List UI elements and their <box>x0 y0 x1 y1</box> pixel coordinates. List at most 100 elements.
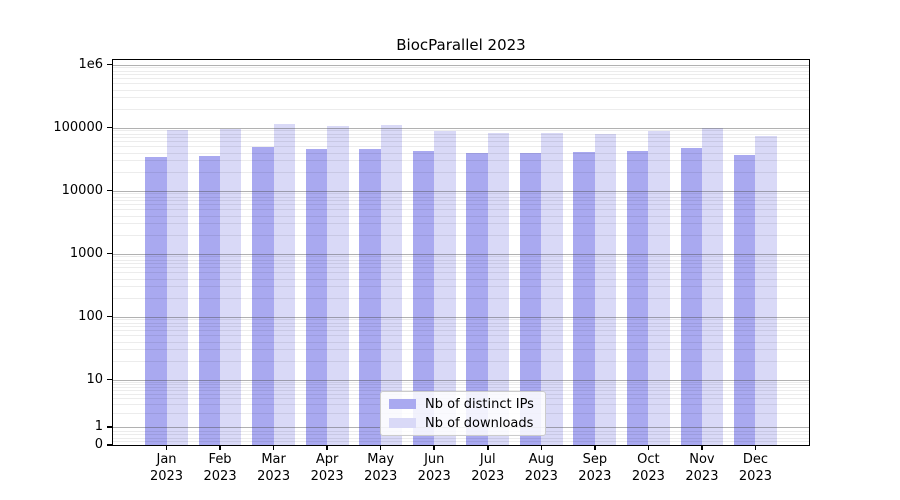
minor-gridline <box>113 297 809 299</box>
bar-distinct-ips <box>145 157 167 445</box>
minor-gridline <box>113 97 809 99</box>
x-tick-year: 2023 <box>257 469 291 484</box>
x-tick-year: 2023 <box>738 469 772 484</box>
minor-gridline <box>113 196 809 198</box>
minor-gridline <box>113 215 809 217</box>
minor-gridline <box>113 74 809 76</box>
bar-downloads <box>487 133 510 445</box>
minor-gridline <box>113 67 809 69</box>
minor-gridline <box>113 319 809 321</box>
x-tick-year: 2023 <box>685 469 719 484</box>
x-tick-label: Mar 2023 <box>234 451 314 485</box>
bar-distinct-ips <box>519 153 542 445</box>
bar-distinct-ips <box>359 148 381 445</box>
bar-downloads <box>220 128 242 445</box>
x-tick-month: Apr <box>315 452 339 467</box>
y-tick-mark <box>107 126 112 129</box>
bar-downloads <box>273 124 296 445</box>
minor-gridline <box>113 384 809 386</box>
x-tick-label: Feb 2023 <box>180 451 260 485</box>
minor-gridline <box>113 272 809 274</box>
x-tick-mark <box>326 446 328 450</box>
minor-gridline <box>113 160 809 162</box>
minor-gridline <box>113 200 809 202</box>
x-tick-year: 2023 <box>578 469 612 484</box>
y-tick-mark <box>107 189 112 192</box>
bar-distinct-ips <box>573 152 595 445</box>
x-tick-year: 2023 <box>149 469 184 484</box>
minor-gridline <box>113 360 809 362</box>
minor-gridline <box>113 234 809 236</box>
x-tick-year: 2023 <box>631 469 665 484</box>
minor-gridline <box>113 152 809 154</box>
minor-gridline <box>113 390 809 392</box>
minor-gridline <box>113 349 809 351</box>
minor-gridline <box>113 341 809 343</box>
minor-gridline <box>113 209 809 211</box>
legend-swatch <box>389 418 416 428</box>
minor-gridline <box>113 286 809 288</box>
minor-gridline <box>113 441 809 443</box>
bar-distinct-ips <box>680 147 702 445</box>
x-tick-label: May 2023 <box>341 451 421 485</box>
bar-downloads <box>434 131 456 445</box>
minor-gridline <box>113 223 809 225</box>
minor-gridline <box>113 133 809 135</box>
minor-gridline <box>113 171 809 173</box>
minor-gridline <box>113 259 809 261</box>
x-tick-mark <box>165 446 168 450</box>
bar-distinct-ips <box>412 150 435 445</box>
minor-gridline <box>113 193 809 195</box>
bar-downloads <box>541 132 563 445</box>
minor-gridline <box>113 330 809 332</box>
x-tick-mark <box>754 446 757 450</box>
y-tick-mark <box>107 315 112 318</box>
y-tick-mark <box>107 63 112 66</box>
plot-area <box>113 60 809 445</box>
legend-swatch <box>389 399 416 409</box>
x-tick-year: 2023 <box>524 469 558 484</box>
minor-gridline <box>113 278 809 280</box>
minor-gridline <box>113 326 809 328</box>
major-gridline <box>113 253 809 255</box>
legend-item: Nb of downloads <box>389 416 545 431</box>
minor-gridline <box>113 386 809 388</box>
x-tick-year: 2023 <box>364 469 398 484</box>
bar-downloads <box>166 130 188 445</box>
x-tick-month: Feb <box>208 452 232 467</box>
minor-gridline <box>113 89 809 91</box>
minor-gridline <box>113 381 809 383</box>
major-gridline <box>113 64 809 66</box>
bar-distinct-ips <box>466 152 488 445</box>
x-tick-month: Oct <box>637 452 660 467</box>
minor-gridline <box>113 83 809 85</box>
x-tick-month: May <box>367 452 395 467</box>
major-gridline <box>113 316 809 318</box>
chart-title: BiocParallel 2023 <box>396 36 526 54</box>
x-tick-mark <box>487 446 489 450</box>
x-tick-year: 2023 <box>417 469 451 484</box>
x-tick-label: Aug 2023 <box>501 451 581 485</box>
bar-downloads <box>327 126 349 445</box>
minor-gridline <box>113 108 809 110</box>
minor-gridline <box>113 141 809 143</box>
minor-gridline <box>113 78 809 80</box>
bar-distinct-ips <box>198 156 221 445</box>
x-tick-mark <box>701 446 703 450</box>
x-tick-mark <box>272 446 275 450</box>
x-tick-mark <box>433 446 435 450</box>
x-tick-month: Jan <box>156 452 177 467</box>
bar-downloads <box>594 134 617 445</box>
bar-downloads <box>380 124 403 445</box>
x-tick-year: 2023 <box>310 469 344 484</box>
x-tick-month: Jun <box>424 452 445 467</box>
legend-label: Nb of downloads <box>425 415 534 431</box>
bar-distinct-ips <box>626 150 649 445</box>
bar-distinct-ips <box>734 154 756 445</box>
x-tick-label: Jun 2023 <box>394 451 474 485</box>
x-tick-mark <box>219 446 221 450</box>
legend-label: Nb of distinct IPs <box>425 396 534 412</box>
major-gridline <box>113 127 809 129</box>
x-tick-month: Aug <box>528 452 554 467</box>
